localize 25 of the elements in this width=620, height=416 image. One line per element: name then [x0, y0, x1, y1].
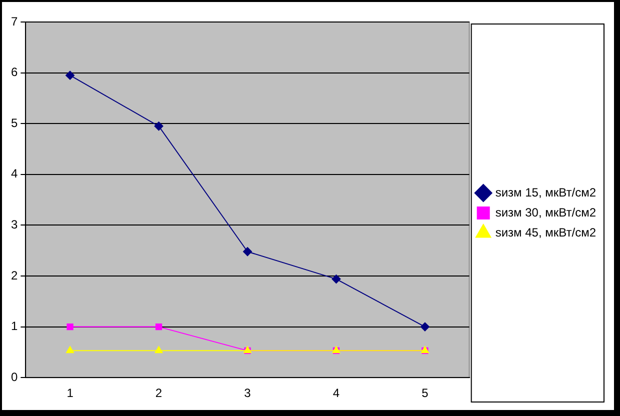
point [66, 346, 74, 354]
y-tick-label: 5 [10, 116, 18, 130]
x-tick-label: 4 [332, 386, 340, 400]
point [66, 323, 74, 330]
x-tick-label: 1 [66, 386, 74, 400]
point [243, 247, 252, 256]
y-tick-label: 3 [10, 218, 18, 232]
y-tick-label: 7 [10, 14, 18, 28]
point [154, 346, 163, 354]
point [66, 70, 75, 80]
y-tick-label: 1 [10, 319, 18, 334]
x-tick-label: 5 [422, 386, 429, 400]
legend-label: sизм 45, мкВт/см2 [495, 225, 596, 240]
x-tick-label: 2 [155, 386, 162, 400]
legend-label: sизм 30, мкВт/см2 [495, 205, 596, 220]
point [420, 322, 430, 332]
point [155, 323, 162, 330]
point [332, 274, 341, 284]
y-tick-label: 0 [10, 370, 18, 384]
y-tick-label: 2 [10, 268, 18, 282]
legend-label: sизм 15, мкВт/см2 [495, 185, 596, 200]
x-tick-label: 3 [244, 386, 252, 400]
y-tick-label: 4 [10, 166, 18, 181]
y-tick-label: 6 [10, 65, 18, 80]
point [154, 122, 164, 131]
